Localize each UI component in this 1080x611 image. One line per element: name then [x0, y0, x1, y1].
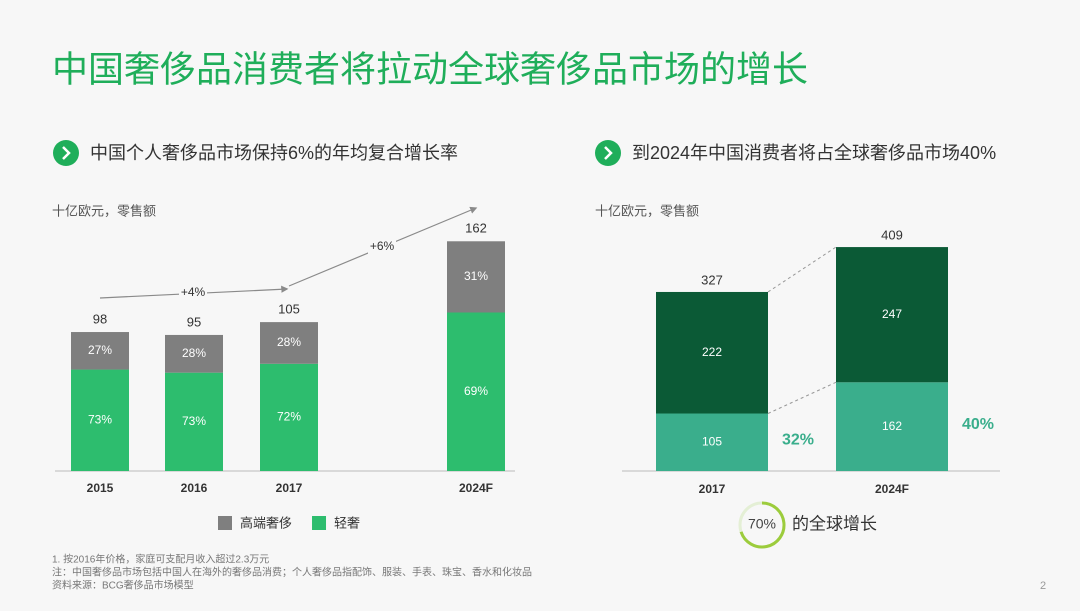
- legend-swatch: [312, 516, 327, 530]
- callout-text: 的全球增长: [792, 514, 877, 533]
- chevron: [604, 146, 613, 160]
- subtitle: 到2024年中国消费者将占全球奢侈品市场40%: [632, 143, 996, 163]
- bullet-icon: [53, 140, 79, 166]
- bar-segment: [165, 334, 223, 373]
- bullet-icon: [595, 140, 621, 166]
- bar-segment: [71, 332, 129, 370]
- page-number: 2: [1040, 580, 1046, 592]
- total-label: 105: [278, 302, 300, 317]
- bar-segment: [260, 363, 318, 471]
- callout-arc: [739, 501, 786, 549]
- x-tick-label: 2015: [87, 481, 114, 495]
- segment-label: 69%: [464, 384, 488, 398]
- segment-label: 162: [882, 419, 902, 433]
- bar-segment: [447, 241, 505, 313]
- total-label: 98: [93, 311, 107, 326]
- subtitle: 中国个人奢侈品市场保持6%的年均复合增长率: [90, 143, 458, 163]
- bar-segment: [836, 382, 948, 471]
- bar-segment: [836, 247, 948, 383]
- segment-label: 222: [702, 345, 722, 359]
- x-tick-label: 2024F: [875, 482, 909, 496]
- footnote: 注：中国奢侈品市场包括中国人在海外的奢侈品消费；个人奢侈品指配饰、服装、手表、珠…: [52, 566, 532, 579]
- unit-label: 十亿欧元，零售额: [52, 203, 156, 218]
- segment-label: 28%: [277, 335, 301, 349]
- segment-label: 105: [702, 434, 722, 448]
- slide-title: 中国奢侈品消费者将拉动全球奢侈品市场的增长: [52, 49, 808, 90]
- bar-segment: [656, 291, 768, 414]
- annotation-bg: [368, 239, 396, 255]
- bar-segment: [447, 312, 505, 471]
- segment-label: 73%: [182, 414, 206, 428]
- x-tick-label: 2016: [181, 481, 208, 495]
- annotation: +6%: [370, 239, 395, 253]
- segment-label: 72%: [277, 410, 301, 424]
- bar-segment: [656, 413, 768, 471]
- chevron: [62, 146, 71, 160]
- total-label: 95: [187, 314, 201, 329]
- annotation: +4%: [181, 285, 206, 299]
- callout-value: 70%: [748, 516, 776, 532]
- segment-label: 73%: [88, 412, 112, 426]
- segment-label: 247: [882, 307, 902, 321]
- total-label: 409: [881, 228, 903, 243]
- x-tick-label: 2024F: [459, 481, 493, 495]
- total-label: 327: [701, 272, 723, 287]
- bar-segment: [260, 322, 318, 364]
- share-label: 32%: [782, 431, 814, 448]
- total-label: 162: [465, 221, 487, 236]
- legend-label: 轻奢: [334, 515, 360, 530]
- bar-segment: [165, 372, 223, 471]
- footnote: 资料来源：BCG奢侈品市场模型: [52, 579, 194, 592]
- segment-label: 28%: [182, 346, 206, 360]
- unit-label: 十亿欧元，零售额: [595, 203, 699, 218]
- legend-label: 高端奢侈: [240, 515, 292, 530]
- connector: [767, 246, 837, 293]
- footnote: 1. 按2016年价格，家庭可支配月收入超过2.3万元: [52, 553, 269, 566]
- share-label: 40%: [962, 416, 994, 433]
- annotation-bg: [179, 285, 207, 301]
- connector: [767, 381, 837, 414]
- segment-label: 27%: [88, 343, 112, 357]
- segment-label: 31%: [464, 269, 488, 283]
- bar-segment: [71, 369, 129, 471]
- x-tick-label: 2017: [699, 482, 726, 496]
- legend-swatch: [218, 516, 232, 530]
- x-tick-label: 2017: [276, 481, 303, 495]
